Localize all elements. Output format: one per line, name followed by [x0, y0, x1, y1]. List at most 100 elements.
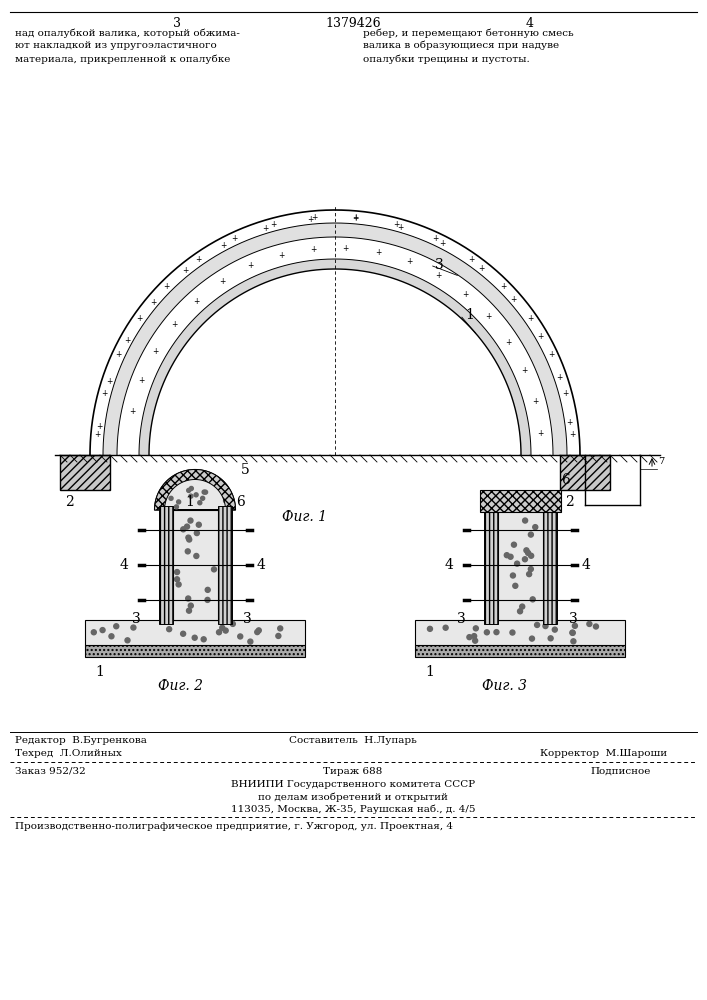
Text: 1: 1	[425, 665, 434, 679]
Circle shape	[201, 496, 204, 500]
Polygon shape	[139, 259, 531, 455]
Text: +: +	[101, 389, 107, 398]
Circle shape	[114, 624, 119, 629]
Text: +: +	[538, 429, 544, 438]
Text: +: +	[129, 407, 136, 416]
Text: +: +	[221, 241, 227, 250]
Circle shape	[194, 553, 199, 558]
Polygon shape	[90, 210, 580, 455]
Text: 1: 1	[185, 495, 194, 509]
Circle shape	[197, 522, 201, 527]
Text: +: +	[486, 312, 492, 321]
Polygon shape	[117, 237, 553, 455]
Circle shape	[530, 597, 535, 602]
Circle shape	[530, 636, 534, 641]
Circle shape	[552, 627, 557, 632]
Circle shape	[100, 628, 105, 633]
Circle shape	[510, 630, 515, 635]
Text: +: +	[566, 418, 573, 427]
Text: +: +	[97, 422, 103, 431]
Text: 113035, Москва, Ж-35, Раушская наб., д. 4/5: 113035, Москва, Ж-35, Раушская наб., д. …	[230, 804, 475, 814]
Text: +: +	[136, 314, 143, 323]
Circle shape	[587, 621, 592, 626]
Text: опалубки трещины и пустоты.: опалубки трещины и пустоты.	[363, 54, 530, 64]
Text: +: +	[343, 244, 349, 253]
Circle shape	[256, 628, 262, 633]
Circle shape	[187, 608, 192, 613]
Text: Подписное: Подписное	[590, 767, 650, 776]
Circle shape	[520, 604, 525, 609]
Circle shape	[177, 500, 181, 504]
Text: +: +	[440, 239, 446, 248]
Text: 7: 7	[658, 458, 665, 466]
Circle shape	[524, 548, 529, 553]
Bar	[415, 645, 625, 657]
Circle shape	[443, 625, 448, 630]
Polygon shape	[103, 223, 567, 455]
Text: по делам изобретений и открытий: по делам изобретений и открытий	[258, 792, 448, 802]
Circle shape	[192, 635, 197, 640]
Circle shape	[527, 572, 532, 577]
Circle shape	[473, 638, 478, 643]
Circle shape	[186, 596, 191, 601]
Text: 5: 5	[240, 462, 250, 477]
Circle shape	[202, 490, 206, 494]
Circle shape	[189, 494, 193, 498]
Text: +: +	[462, 290, 469, 299]
Circle shape	[515, 561, 520, 566]
Circle shape	[529, 553, 534, 558]
Circle shape	[194, 531, 199, 536]
Text: +: +	[548, 350, 554, 359]
Circle shape	[167, 627, 172, 632]
Circle shape	[511, 542, 516, 547]
Text: ребер, и перемещают бетонную смесь: ребер, и перемещают бетонную смесь	[363, 28, 573, 37]
Bar	[415, 620, 625, 645]
Circle shape	[187, 488, 191, 492]
Circle shape	[198, 501, 201, 505]
Circle shape	[248, 639, 253, 644]
Circle shape	[189, 486, 193, 490]
Text: +: +	[182, 266, 189, 275]
Circle shape	[494, 630, 499, 635]
Bar	[498, 510, 542, 620]
Circle shape	[220, 625, 225, 630]
Circle shape	[513, 583, 518, 588]
Circle shape	[205, 587, 210, 592]
Text: +: +	[469, 255, 475, 264]
Text: +: +	[394, 220, 400, 229]
Text: 4: 4	[445, 558, 453, 572]
Polygon shape	[155, 470, 235, 510]
Circle shape	[175, 505, 178, 509]
Circle shape	[185, 549, 190, 554]
Text: над опалубкой валика, который обжима-: над опалубкой валика, который обжима-	[15, 28, 240, 37]
Text: Производственно-полиграфическое предприятие, г. Ужгород, ул. Проектная, 4: Производственно-полиграфическое предприя…	[15, 822, 453, 831]
Bar	[158, 506, 173, 624]
Circle shape	[522, 518, 527, 523]
Text: +: +	[562, 389, 568, 398]
Bar	[542, 506, 556, 624]
Circle shape	[533, 525, 538, 530]
Circle shape	[131, 625, 136, 630]
Circle shape	[186, 535, 191, 540]
Circle shape	[255, 630, 259, 635]
Text: +: +	[262, 224, 269, 233]
Text: Техред  Л.Олийных: Техред Л.Олийных	[15, 749, 122, 758]
Text: 4: 4	[257, 558, 265, 572]
Circle shape	[188, 603, 193, 608]
Text: +: +	[124, 336, 131, 345]
Text: +: +	[107, 377, 113, 386]
Text: 1: 1	[95, 665, 104, 679]
Circle shape	[175, 577, 180, 582]
Text: 4: 4	[581, 558, 590, 572]
Circle shape	[194, 493, 198, 497]
Circle shape	[238, 634, 243, 639]
Polygon shape	[155, 470, 235, 510]
Text: +: +	[532, 397, 538, 406]
Circle shape	[230, 621, 235, 626]
Bar	[479, 490, 561, 512]
Text: +: +	[506, 338, 512, 347]
Circle shape	[428, 626, 433, 631]
Text: +: +	[270, 220, 276, 229]
Text: 3: 3	[132, 612, 141, 626]
Text: +: +	[193, 297, 199, 306]
